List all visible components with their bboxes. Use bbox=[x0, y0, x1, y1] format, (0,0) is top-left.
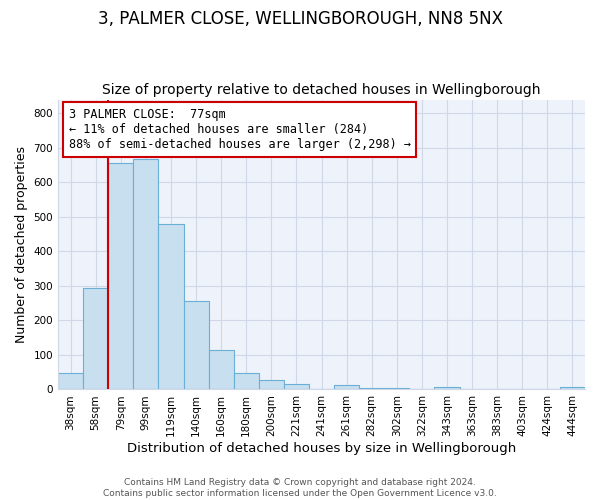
X-axis label: Distribution of detached houses by size in Wellingborough: Distribution of detached houses by size … bbox=[127, 442, 516, 455]
Text: 3 PALMER CLOSE:  77sqm
← 11% of detached houses are smaller (284)
88% of semi-de: 3 PALMER CLOSE: 77sqm ← 11% of detached … bbox=[68, 108, 410, 152]
Text: 3, PALMER CLOSE, WELLINGBOROUGH, NN8 5NX: 3, PALMER CLOSE, WELLINGBOROUGH, NN8 5NX bbox=[97, 10, 503, 28]
Bar bbox=[233, 373, 259, 390]
Bar bbox=[209, 350, 233, 390]
Bar bbox=[284, 384, 309, 390]
Text: Contains HM Land Registry data © Crown copyright and database right 2024.
Contai: Contains HM Land Registry data © Crown c… bbox=[103, 478, 497, 498]
Bar bbox=[259, 380, 284, 390]
Bar bbox=[560, 387, 585, 390]
Bar bbox=[83, 288, 108, 390]
Bar bbox=[334, 385, 359, 390]
Title: Size of property relative to detached houses in Wellingborough: Size of property relative to detached ho… bbox=[102, 83, 541, 97]
Bar bbox=[133, 159, 158, 390]
Bar bbox=[384, 388, 409, 390]
Bar bbox=[58, 373, 83, 390]
Bar bbox=[434, 386, 460, 390]
Bar bbox=[108, 164, 133, 390]
Bar bbox=[184, 302, 209, 390]
Bar bbox=[359, 388, 384, 390]
Bar bbox=[158, 224, 184, 390]
Y-axis label: Number of detached properties: Number of detached properties bbox=[15, 146, 28, 343]
